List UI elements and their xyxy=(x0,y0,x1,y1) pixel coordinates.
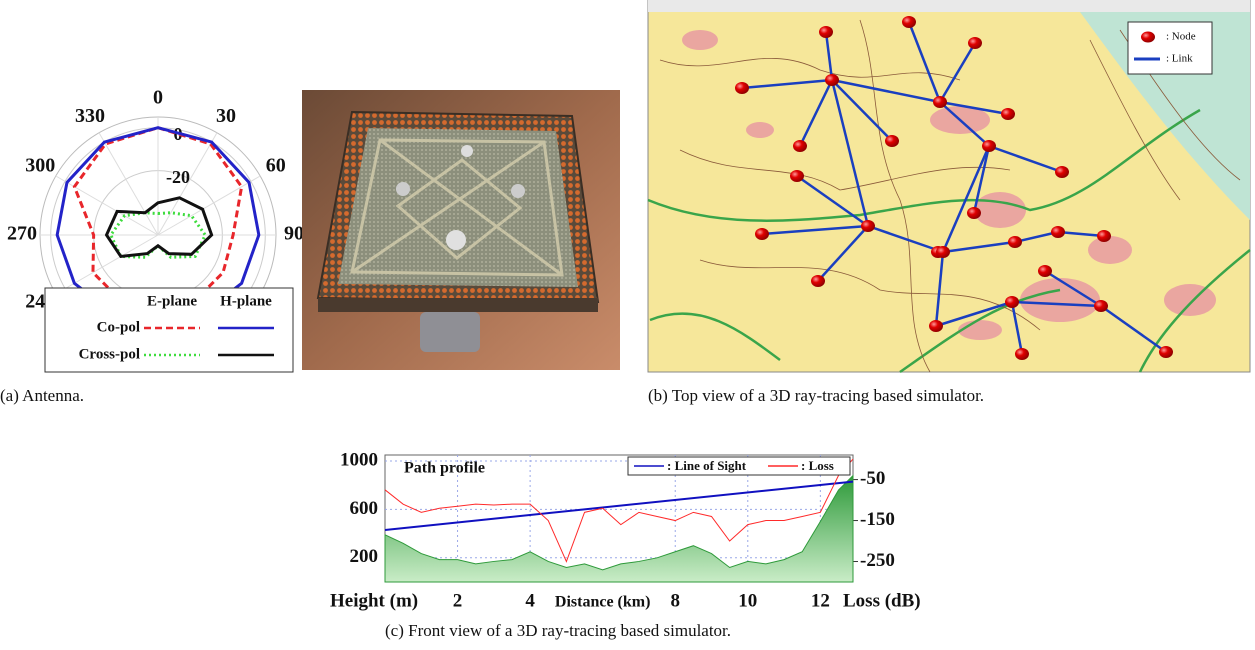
legend-label: : Loss xyxy=(801,458,834,473)
antenna-photo xyxy=(302,90,620,370)
node xyxy=(1001,108,1015,120)
node xyxy=(1094,300,1108,312)
map-legend-label: : Link xyxy=(1166,53,1193,65)
y2-tick-label: -50 xyxy=(860,468,885,489)
node xyxy=(967,207,981,219)
y-tick-label: 1000 xyxy=(340,449,378,470)
node xyxy=(1097,230,1111,242)
node xyxy=(755,228,769,240)
node xyxy=(1038,265,1052,277)
caption: (a) Antenna. xyxy=(0,386,84,405)
y2-tick-label: -150 xyxy=(860,509,895,530)
legend-row: Co-pol xyxy=(97,319,140,335)
node xyxy=(1008,236,1022,248)
caption: (b) Top view of a 3D ray-tracing based s… xyxy=(648,386,984,405)
x-tick-label: 10 xyxy=(738,590,757,611)
node xyxy=(885,135,899,147)
node xyxy=(861,220,875,232)
y-tick-label: 200 xyxy=(350,546,379,567)
map-view: : Node : Link xyxy=(648,0,1250,372)
angle-tick-label: 30 xyxy=(216,105,236,127)
y2-tick-label: -250 xyxy=(860,550,895,571)
chart-title: Path profile xyxy=(404,460,485,477)
node xyxy=(933,96,947,108)
node xyxy=(790,170,804,182)
caption: (c) Front view of a 3D ray-tracing based… xyxy=(385,621,731,640)
angle-tick-label: 90 xyxy=(284,223,304,245)
node xyxy=(1015,348,1029,360)
legend-column: E-plane xyxy=(147,293,197,309)
node xyxy=(902,16,916,28)
x-axis-label: Distance (km) xyxy=(555,594,651,611)
node xyxy=(735,82,749,94)
x-tick-label: 4 xyxy=(525,590,535,611)
path-profile: 2 4 8 10 12 200 600 1000 -50 -150 -250 : Line of Si… xyxy=(330,449,921,611)
angle-tick-label: 60 xyxy=(266,155,286,177)
angle-tick-label: 0 xyxy=(153,87,163,109)
node xyxy=(1005,296,1019,308)
r-tick-label: -20 xyxy=(166,167,190,187)
node xyxy=(936,246,950,258)
y2-axis-label: Loss (dB) xyxy=(843,590,921,611)
map-legend-label: : Node xyxy=(1166,31,1196,43)
node xyxy=(982,140,996,152)
x-tick-label: 8 xyxy=(670,590,680,611)
node xyxy=(1159,346,1173,358)
angle-tick-label: 300 xyxy=(25,155,55,177)
y-tick-label: 600 xyxy=(350,498,379,519)
x-tick-label: 12 xyxy=(811,590,830,611)
node xyxy=(793,140,807,152)
node xyxy=(811,275,825,287)
node xyxy=(1051,226,1065,238)
angle-tick-label: 330 xyxy=(75,105,105,127)
node xyxy=(825,74,839,86)
legend-column: H-plane xyxy=(220,293,272,309)
node xyxy=(819,26,833,38)
node xyxy=(929,320,943,332)
legend-row: Cross-pol xyxy=(79,346,140,362)
y-axis-label: Height (m) xyxy=(330,590,418,611)
angle-tick-label: 270 xyxy=(7,223,37,245)
x-tick-label: 2 xyxy=(453,590,463,611)
node xyxy=(968,37,982,49)
node xyxy=(1055,166,1069,178)
legend-label: : Line of Sight xyxy=(667,458,747,473)
figure-page: 0-200306090240270300330E-planeH-planeCo-… xyxy=(0,0,1255,650)
